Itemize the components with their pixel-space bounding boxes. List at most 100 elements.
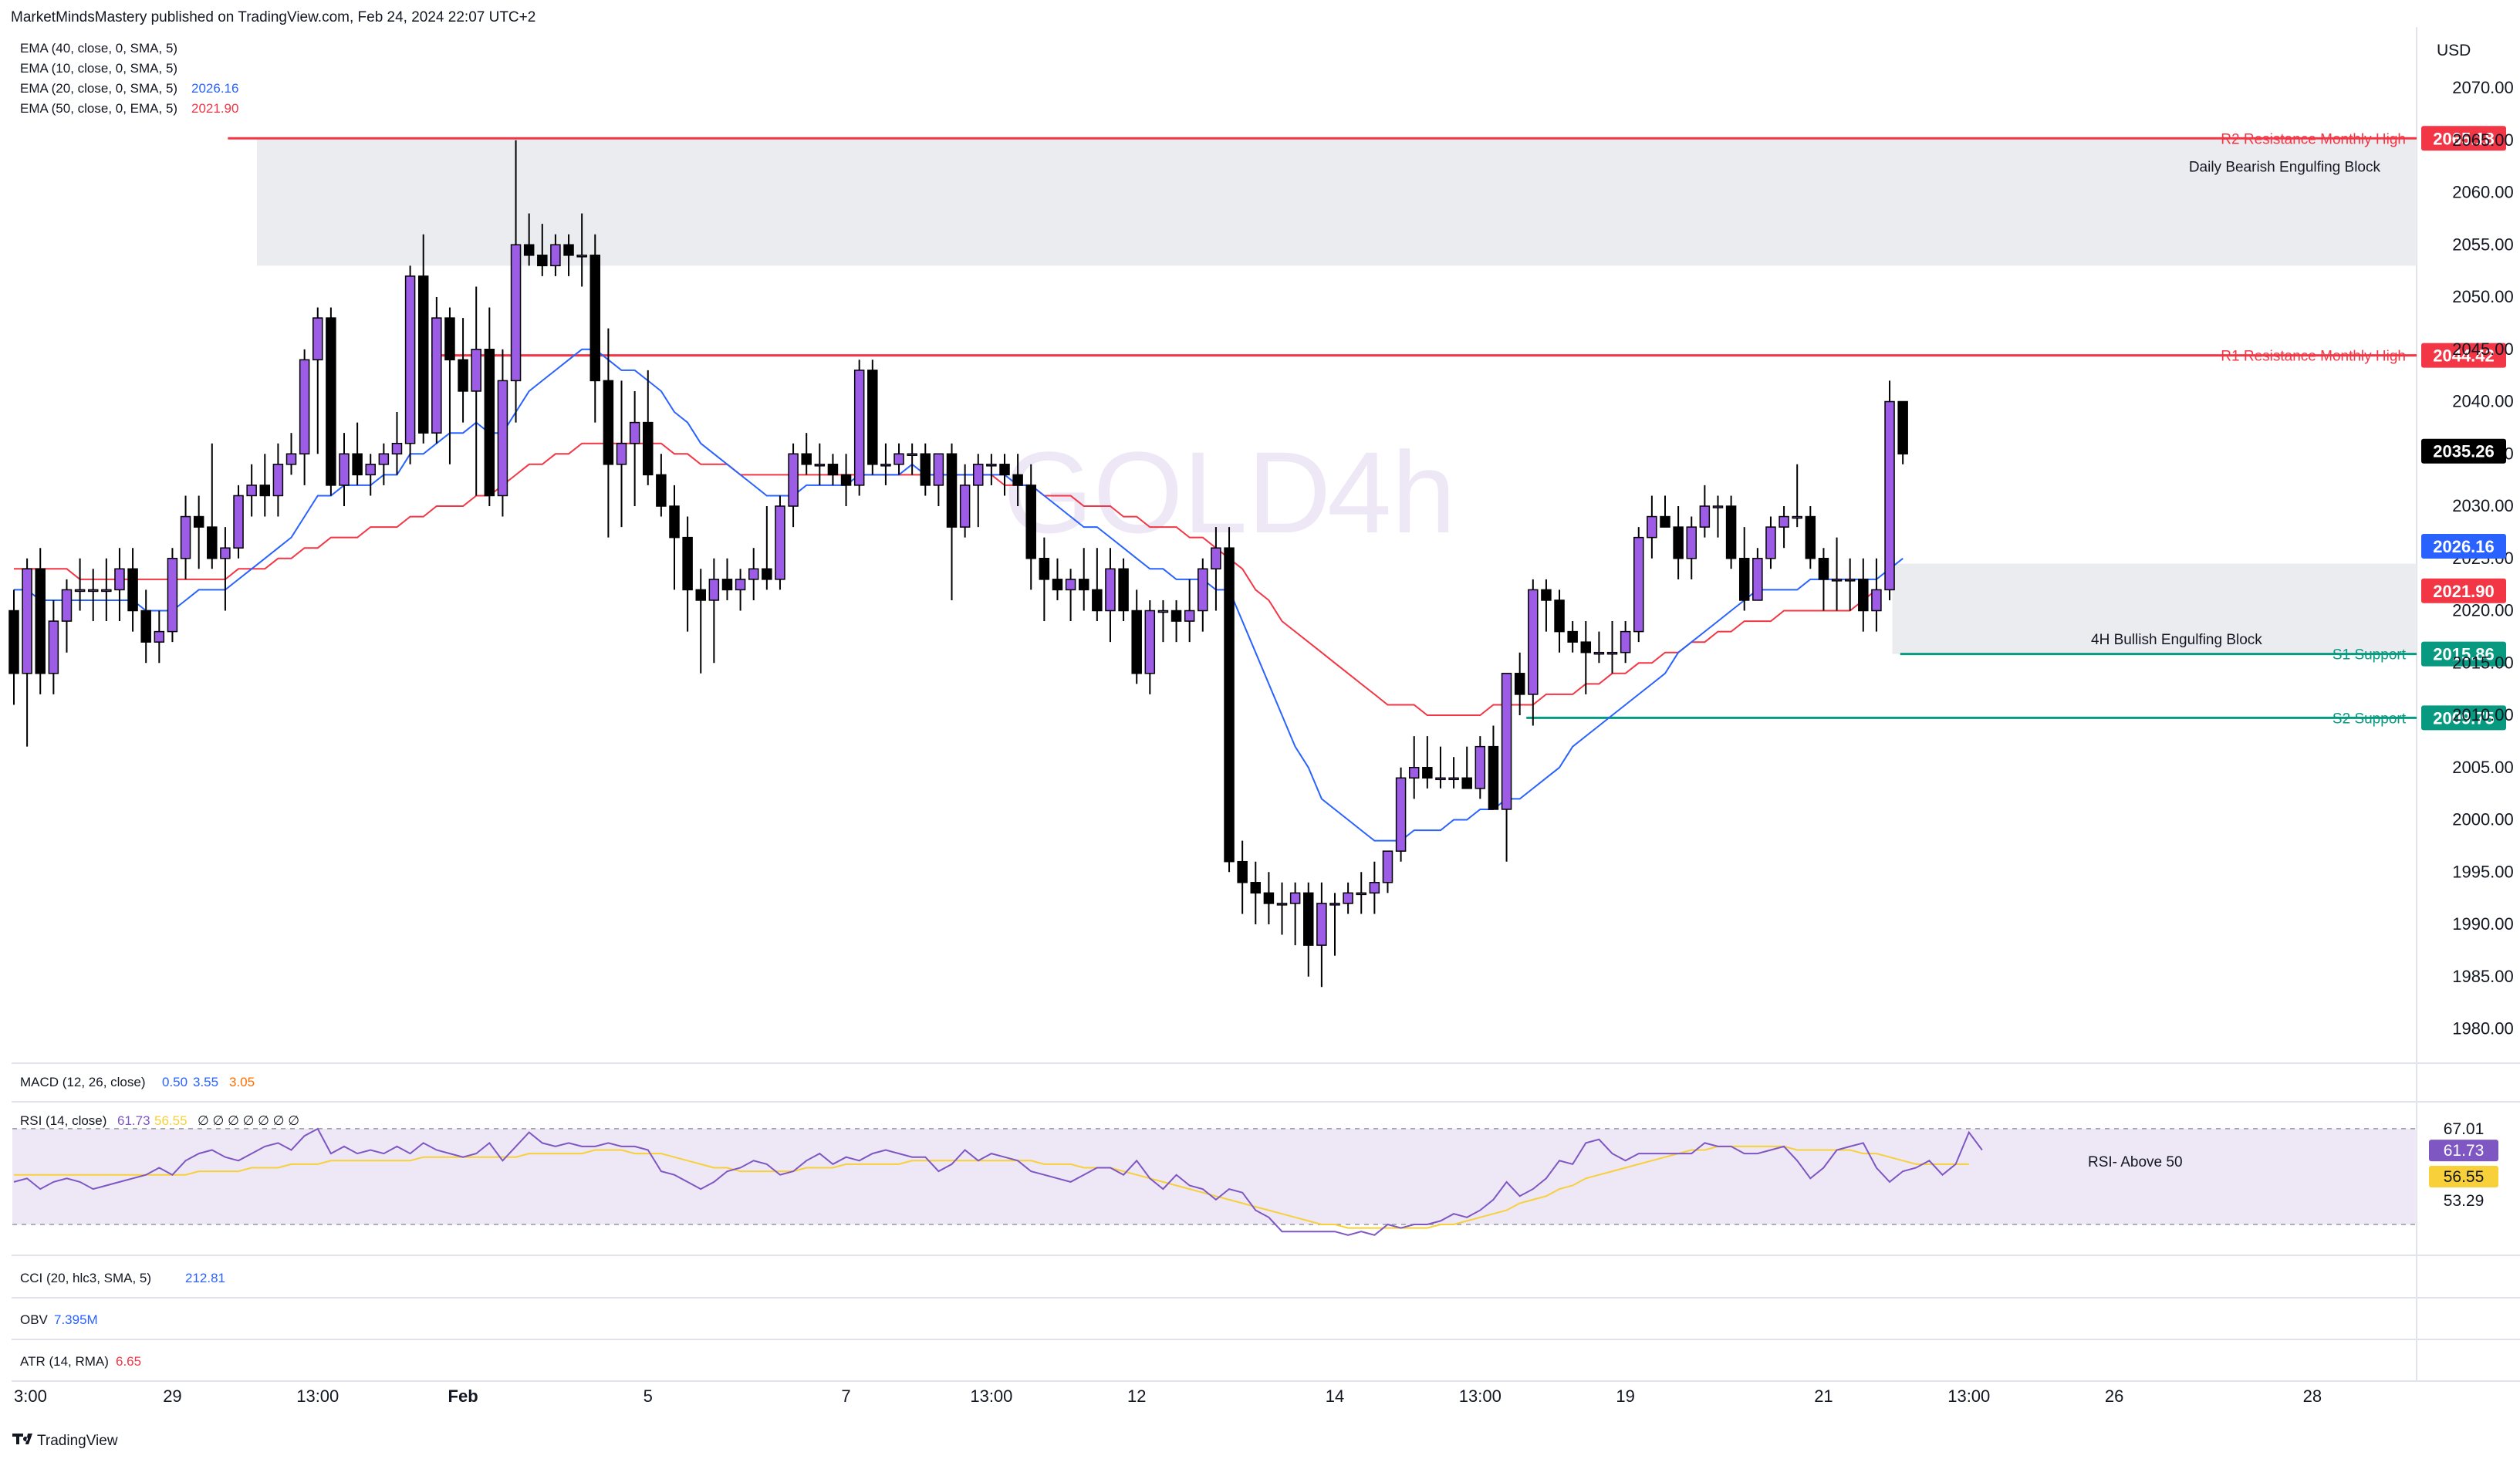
candle-body xyxy=(1343,892,1353,904)
pane-frames xyxy=(12,27,2520,1382)
candle-body xyxy=(8,610,19,674)
candle xyxy=(1303,882,1314,977)
candle xyxy=(537,224,548,276)
candle xyxy=(458,318,468,423)
time-axis[interactable]: 3:00 29 13:00 Feb 5 7 13:00 12 14 13:00 19 21 13:00 2… xyxy=(14,1386,2322,1406)
time-tick-label: 5 xyxy=(644,1386,653,1406)
time-tick-label: 13:00 xyxy=(970,1386,1012,1406)
ema-20-value: 2026.16 xyxy=(191,81,238,96)
candle-body xyxy=(74,589,86,593)
obv-value: 7.395M xyxy=(54,1312,98,1327)
candle xyxy=(1289,882,1301,946)
candle-body xyxy=(523,244,535,256)
candle xyxy=(1105,548,1116,643)
candle xyxy=(893,443,904,475)
time-tick-label: 3:00 xyxy=(14,1386,47,1406)
candle xyxy=(523,213,535,266)
candle-body xyxy=(1765,526,1776,559)
macd-value-1: 0.50 xyxy=(162,1075,187,1089)
candle xyxy=(1580,621,1592,694)
candle xyxy=(1448,757,1459,789)
candle xyxy=(1606,621,1618,674)
candle xyxy=(35,548,46,694)
price-tick-label: 2055.00 xyxy=(2452,235,2514,254)
price-tick-label: 2000.00 xyxy=(2452,810,2514,829)
candle xyxy=(973,454,984,528)
ema-20-line xyxy=(14,348,1904,842)
candle-body xyxy=(61,589,73,622)
candle xyxy=(8,589,19,705)
candle xyxy=(1012,454,1023,506)
time-tick-label: 13:00 xyxy=(1459,1386,1502,1406)
rsi-axis-label: 61.73 xyxy=(2444,1142,2485,1160)
candle-body xyxy=(1738,558,1750,601)
candle-body xyxy=(1263,892,1275,904)
level-label: S2 Support xyxy=(2333,711,2407,727)
candle xyxy=(1738,527,1750,611)
candle-body xyxy=(1065,579,1076,591)
candle xyxy=(1712,495,1724,538)
candle xyxy=(695,569,706,674)
candle-body xyxy=(1884,400,1895,591)
ema-40-label: EMA (40, close, 0, SMA, 5) xyxy=(20,41,177,56)
ema-50-label: EMA (50, close, 0, EMA, 5) xyxy=(20,101,177,116)
candle xyxy=(61,579,73,653)
candle-body xyxy=(1699,505,1711,528)
candle-body xyxy=(973,464,984,486)
candle-body xyxy=(233,495,244,549)
candle-body xyxy=(563,244,574,256)
candle-body xyxy=(497,380,508,497)
cci-legend: CCI (20, hlc3, SMA, 5) 212.81 xyxy=(20,1271,225,1285)
atr-value: 6.65 xyxy=(116,1354,141,1369)
candle xyxy=(1356,872,1366,914)
candle xyxy=(1884,380,1895,600)
candle-body xyxy=(1131,610,1142,674)
candle-body xyxy=(669,505,680,539)
candle-body xyxy=(352,453,363,476)
candle-body xyxy=(1541,589,1552,601)
candle xyxy=(788,443,799,528)
candle-body xyxy=(840,474,852,486)
rsi-axis-label: 67.01 xyxy=(2444,1120,2485,1138)
candle-body xyxy=(603,380,614,465)
candle-body xyxy=(48,620,59,674)
candle-body xyxy=(378,453,390,465)
candle-body xyxy=(1633,536,1644,633)
candle-body xyxy=(167,558,178,633)
last-price-badge xyxy=(2421,438,2506,464)
candle-body xyxy=(1211,547,1221,570)
candle-body xyxy=(154,630,165,643)
candle-body xyxy=(682,536,693,591)
candle-body xyxy=(127,568,138,612)
obv-label: OBV xyxy=(20,1312,49,1327)
candle xyxy=(1157,599,1169,643)
candle-body xyxy=(1686,526,1697,559)
candle-body xyxy=(193,515,204,528)
time-tick-label: 19 xyxy=(1616,1386,1634,1406)
candle xyxy=(1725,495,1737,569)
candle-body xyxy=(1025,485,1036,559)
ema-50-line xyxy=(14,442,1877,716)
candle-body xyxy=(140,610,151,643)
symbol-watermark: GOLD 4h xyxy=(1003,427,1456,557)
candle xyxy=(563,234,574,276)
candle xyxy=(48,599,59,694)
candle-body xyxy=(458,359,468,392)
candle xyxy=(656,454,667,517)
price-tick-label: 2010.00 xyxy=(2452,705,2514,724)
candle xyxy=(391,412,403,475)
candle-body xyxy=(788,453,799,507)
candle-body xyxy=(629,421,640,444)
candle-body xyxy=(220,547,231,559)
ema-20-label: EMA (20, close, 0, SMA, 5) xyxy=(20,81,177,96)
candle-body xyxy=(391,442,403,455)
candle-body xyxy=(1871,589,1882,612)
candle-body xyxy=(1039,558,1050,580)
candle-body xyxy=(880,464,891,467)
daily-bearish-block-zone xyxy=(257,138,2417,266)
candle xyxy=(326,307,336,496)
candle-body xyxy=(589,255,601,382)
candle-body xyxy=(114,568,125,591)
candle xyxy=(1541,579,1552,632)
